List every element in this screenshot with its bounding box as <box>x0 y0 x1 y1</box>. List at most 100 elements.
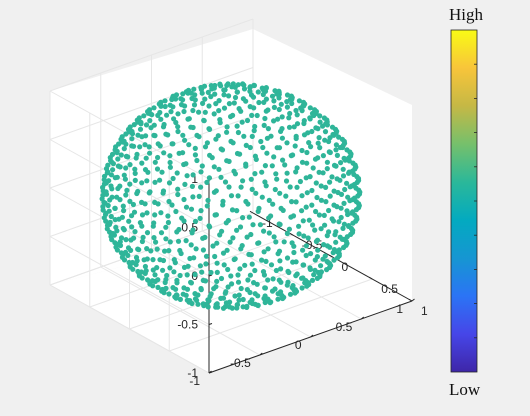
data-point <box>129 213 135 219</box>
data-point <box>180 132 186 138</box>
data-point <box>318 197 324 203</box>
data-point <box>244 117 251 124</box>
data-point <box>144 210 150 216</box>
data-point <box>346 223 352 229</box>
data-point <box>221 105 228 111</box>
data-point <box>102 211 109 217</box>
data-point <box>316 135 322 141</box>
data-point <box>262 115 268 122</box>
data-point <box>296 98 302 104</box>
data-point <box>200 247 206 253</box>
data-point <box>279 135 285 141</box>
data-point <box>216 98 222 104</box>
data-point <box>132 170 138 176</box>
data-point <box>251 128 257 134</box>
data-point <box>241 133 247 139</box>
data-point <box>330 218 337 224</box>
data-point <box>303 243 309 249</box>
data-point <box>159 169 165 175</box>
data-point <box>123 131 129 137</box>
data-point <box>314 275 320 281</box>
data-point <box>116 141 122 147</box>
data-point <box>166 198 172 205</box>
data-point <box>306 217 312 223</box>
data-point <box>331 132 337 138</box>
data-point <box>333 147 339 153</box>
data-point <box>112 175 118 181</box>
data-point <box>144 246 150 252</box>
data-point <box>175 186 181 192</box>
data-point <box>167 159 173 166</box>
data-point <box>237 266 243 272</box>
data-points <box>99 81 363 311</box>
data-point <box>157 177 163 183</box>
data-point <box>312 156 319 162</box>
data-point <box>265 277 271 283</box>
data-point <box>189 95 195 102</box>
data-point <box>218 275 225 282</box>
data-point <box>138 119 144 125</box>
grid-line <box>49 236 210 325</box>
data-point <box>137 126 144 132</box>
data-point <box>162 248 168 254</box>
data-point <box>177 272 183 279</box>
data-point <box>220 305 227 311</box>
data-point <box>238 108 244 114</box>
data-point <box>152 159 158 165</box>
data-point <box>255 302 261 308</box>
data-point <box>257 222 263 228</box>
data-point <box>153 239 159 245</box>
data-point <box>170 285 176 291</box>
data-point <box>342 186 348 193</box>
data-point <box>229 84 235 90</box>
data-point <box>194 157 200 164</box>
data-point <box>123 192 129 198</box>
data-point <box>178 250 184 257</box>
data-point <box>240 81 246 87</box>
data-point <box>191 86 197 92</box>
data-point <box>265 246 271 252</box>
data-point <box>180 291 186 297</box>
data-point <box>118 235 125 241</box>
data-point <box>166 180 173 186</box>
data-point <box>211 286 217 292</box>
data-point <box>327 179 333 185</box>
data-point <box>313 180 319 186</box>
data-point <box>286 124 293 130</box>
colorbar-gradient <box>450 29 478 373</box>
data-point <box>266 230 272 236</box>
data-point <box>188 90 194 96</box>
data-point <box>166 248 172 254</box>
data-point <box>340 173 347 179</box>
data-point <box>202 109 208 115</box>
data-point <box>191 255 197 261</box>
data-point <box>238 285 244 292</box>
data-point <box>167 239 173 245</box>
data-point <box>244 287 250 293</box>
data-point <box>301 118 307 124</box>
data-point <box>324 166 330 172</box>
data-point <box>181 196 187 203</box>
data-point <box>102 200 108 206</box>
data-point <box>347 184 353 190</box>
data-point <box>321 212 327 218</box>
data-point <box>216 108 222 114</box>
colorbar-low-label: Low <box>449 380 481 399</box>
data-point <box>171 269 177 275</box>
data-point <box>160 257 167 264</box>
data-point <box>309 202 315 208</box>
data-point <box>281 239 287 245</box>
data-point <box>185 116 191 122</box>
x-tick <box>411 298 415 302</box>
data-point <box>208 269 214 276</box>
data-point <box>225 284 231 290</box>
data-point <box>317 119 323 125</box>
data-point <box>164 112 170 118</box>
data-point <box>190 172 196 178</box>
x-tick-label: -1 <box>189 374 200 388</box>
data-point <box>225 81 231 87</box>
data-point <box>303 175 309 181</box>
data-point <box>301 233 307 239</box>
data-point <box>249 133 255 139</box>
data-point <box>112 217 118 223</box>
